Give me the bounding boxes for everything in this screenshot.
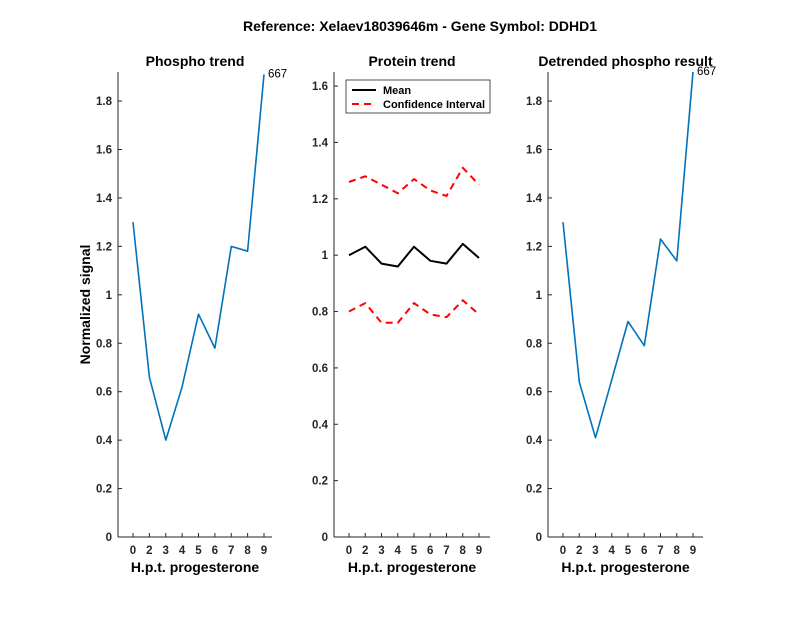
x-tick-label: 6	[212, 545, 218, 557]
panel-1: Phospho trend 0 0.2 0.4 0.6 0.8 1 1.2 1.4 1.6 1.8 0…	[77, 53, 287, 575]
x-axis-label: H.p.t. progesterone	[131, 559, 260, 575]
panel-title: Detrended phospho result	[538, 53, 713, 69]
y-tick-label: 1	[106, 290, 113, 302]
y-tick-label: 0.2	[96, 484, 112, 496]
phospho-series-line	[562, 71, 694, 439]
ci-lower-line	[348, 299, 480, 324]
x-tick-label: 7	[228, 545, 234, 557]
y-tick-label: 0	[536, 532, 542, 544]
y-tick-label: 0.8	[526, 338, 543, 350]
x-axis-label: H.p.t. progesterone	[348, 559, 477, 575]
y-tick-label: 1.2	[312, 194, 328, 206]
x-tick-label: 7	[657, 545, 663, 557]
y-tick-label: 1	[322, 250, 329, 262]
x-tick-label: 8	[674, 545, 681, 557]
legend: Mean Confidence Interval	[345, 79, 491, 114]
x-tick-label: 5	[625, 545, 632, 557]
x-tick-label: 8	[460, 545, 467, 557]
x-tick-label: 6	[427, 545, 433, 557]
figure-title: Reference: Xelaev18039646m - Gene Symbol…	[243, 18, 597, 34]
y-tick-label: 0.8	[312, 307, 329, 319]
y-tick-label: 0.4	[96, 435, 113, 447]
y-tick-label: 0.6	[526, 387, 542, 399]
x-tick-label: 2	[576, 545, 582, 557]
x-tick-label: 5	[411, 545, 418, 557]
y-tick-label: 1.6	[312, 81, 328, 93]
x-tick-label: 0	[346, 545, 352, 557]
x-axis-label: H.p.t. progesterone	[561, 559, 690, 575]
point-annotation: 667	[697, 66, 716, 78]
y-tick-label: 0.2	[312, 476, 328, 488]
x-tick-label: 9	[261, 545, 267, 557]
y-tick-label: 0.8	[96, 338, 113, 350]
x-tick-label: 3	[592, 545, 598, 557]
point-annotation: 667	[268, 68, 287, 80]
phospho-series-line	[132, 74, 265, 441]
legend-box	[345, 79, 491, 114]
y-tick-label: 0.4	[526, 435, 543, 447]
x-tick-label: 2	[362, 545, 368, 557]
panel-title: Protein trend	[368, 53, 455, 69]
y-tick-label: 1.6	[526, 145, 542, 157]
x-tick-label: 5	[195, 545, 202, 557]
y-tick-label: 0.4	[312, 419, 329, 431]
x-tick-label: 7	[443, 545, 449, 557]
x-tick-label: 0	[130, 545, 136, 557]
x-tick-label: 4	[395, 545, 402, 557]
y-tick-label: 1.2	[96, 241, 112, 253]
y-tick-label: 1.6	[96, 145, 112, 157]
x-tick-label: 3	[378, 545, 384, 557]
y-tick-label: 0.6	[312, 363, 328, 375]
x-tick-label: 0	[560, 545, 566, 557]
x-tick-label: 4	[179, 545, 186, 557]
y-tick-label: 0	[322, 532, 328, 544]
x-tick-label: 2	[146, 545, 152, 557]
y-tick-label: 0.2	[526, 484, 542, 496]
y-tick-label: 1.4	[312, 137, 329, 149]
panels: Phospho trend 0 0.2 0.4 0.6 0.8 1 1.2 1.4 1.6 1.8 0…	[77, 53, 716, 575]
y-tick-label: 1.8	[96, 96, 113, 108]
y-tick-label: 1	[536, 290, 543, 302]
y-tick-label: 1.2	[526, 241, 542, 253]
x-tick-label: 4	[609, 545, 616, 557]
panel-title: Phospho trend	[146, 53, 245, 69]
y-tick-label: 1.4	[526, 193, 543, 205]
y-tick-label: 0	[106, 532, 112, 544]
x-tick-label: 9	[476, 545, 482, 557]
y-tick-label: 0.6	[96, 387, 112, 399]
ci-upper-line	[348, 166, 480, 197]
mean-series-line	[348, 242, 480, 268]
panel-3: Detrended phospho result 0 0.2 0.4 0.6 0.8 1 1.…	[526, 53, 716, 575]
x-tick-label: 9	[690, 545, 696, 557]
x-tick-label: 8	[244, 545, 251, 557]
y-tick-label: 1.4	[96, 193, 113, 205]
x-tick-label: 6	[641, 545, 647, 557]
legend-entry-label: Confidence Interval	[383, 99, 485, 111]
legend-entry-label: Mean	[383, 85, 411, 97]
y-axis-label: Normalized signal	[77, 245, 93, 365]
x-tick-label: 3	[163, 545, 169, 557]
y-tick-label: 1.8	[526, 96, 543, 108]
